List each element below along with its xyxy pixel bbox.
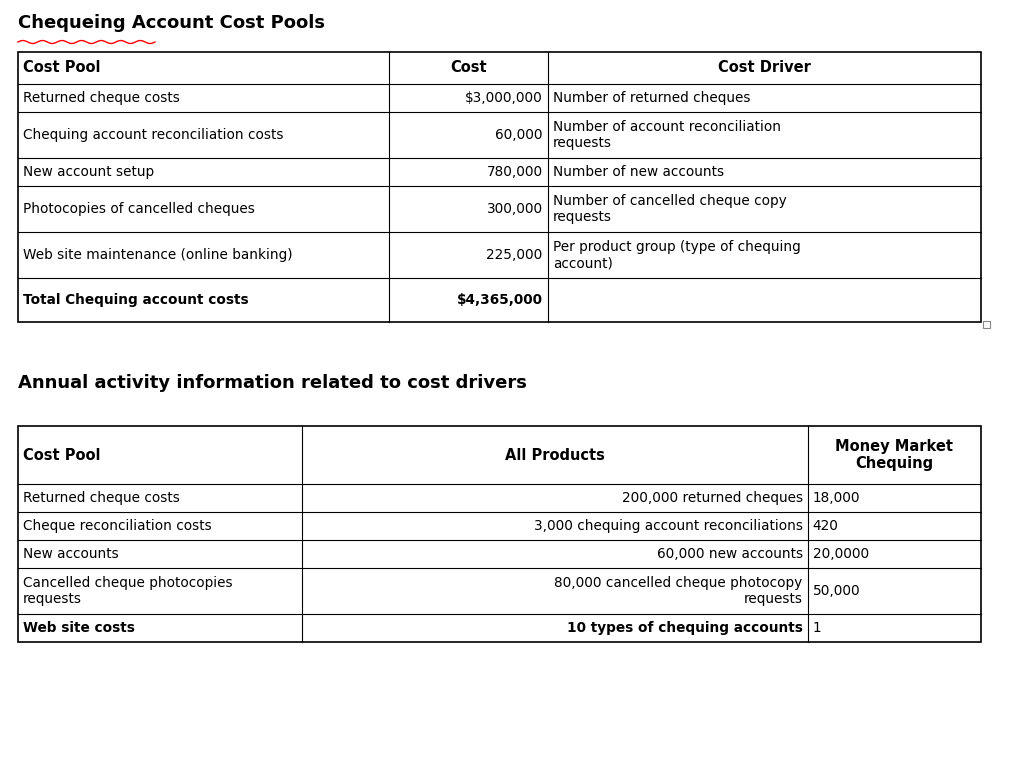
Bar [18, 52, 981, 322]
Bar [18, 426, 981, 642]
Text: Returned cheque costs: Returned cheque costs [23, 91, 180, 105]
Text: Number of cancelled cheque copy
requests: Number of cancelled cheque copy requests [553, 194, 786, 224]
Text: Cancelled cheque photocopies
requests: Cancelled cheque photocopies requests [23, 576, 232, 606]
Text: All Products: All Products [505, 448, 605, 462]
Text: $3,000,000: $3,000,000 [465, 91, 543, 105]
Text: 60,000 new accounts: 60,000 new accounts [656, 547, 803, 561]
Text: Web site maintenance (online banking): Web site maintenance (online banking) [23, 248, 293, 262]
Text: Number of new accounts: Number of new accounts [553, 165, 724, 179]
Text: Web site costs: Web site costs [23, 621, 135, 635]
Text: Chequeing Account Cost Pools: Chequeing Account Cost Pools [18, 14, 325, 32]
Text: Money Market
Chequing: Money Market Chequing [836, 438, 953, 471]
Text: 3,000 chequing account reconciliations: 3,000 chequing account reconciliations [534, 519, 803, 533]
Text: 300,000: 300,000 [486, 202, 543, 216]
Text: 60,000: 60,000 [496, 128, 543, 142]
Text: 20,0000: 20,0000 [813, 547, 868, 561]
Text: 18,000: 18,000 [813, 491, 860, 505]
Text: 80,000 cancelled cheque photocopy
requests: 80,000 cancelled cheque photocopy reques… [554, 576, 803, 606]
Text: 225,000: 225,000 [486, 248, 543, 262]
Text: Cost Pool: Cost Pool [23, 448, 100, 462]
Text: Returned cheque costs: Returned cheque costs [23, 491, 180, 505]
Text: Total Chequing account costs: Total Chequing account costs [23, 293, 249, 307]
Text: Cost: Cost [450, 60, 486, 76]
Text: 10 types of chequing accounts: 10 types of chequing accounts [567, 621, 803, 635]
Text: New account setup: New account setup [23, 165, 155, 179]
Text: Chequing account reconciliation costs: Chequing account reconciliation costs [23, 128, 284, 142]
Text: 200,000 returned cheques: 200,000 returned cheques [622, 491, 803, 505]
Text: Number of returned cheques: Number of returned cheques [553, 91, 751, 105]
Text: Annual activity information related to cost drivers: Annual activity information related to c… [18, 374, 527, 392]
Text: Cheque reconciliation costs: Cheque reconciliation costs [23, 519, 212, 533]
Text: Photocopies of cancelled cheques: Photocopies of cancelled cheques [23, 202, 255, 216]
Text: 780,000: 780,000 [486, 165, 543, 179]
Text: 1: 1 [813, 621, 821, 635]
Text: 50,000: 50,000 [813, 584, 860, 598]
Bar [983, 321, 990, 328]
Text: 420: 420 [813, 519, 839, 533]
Text: Cost Pool: Cost Pool [23, 60, 100, 76]
Text: Number of account reconciliation
requests: Number of account reconciliation request… [553, 120, 780, 150]
Text: Per product group (type of chequing
account): Per product group (type of chequing acco… [553, 240, 801, 270]
Text: $4,365,000: $4,365,000 [457, 293, 543, 307]
Text: Cost Driver: Cost Driver [718, 60, 811, 76]
Text: New accounts: New accounts [23, 547, 119, 561]
